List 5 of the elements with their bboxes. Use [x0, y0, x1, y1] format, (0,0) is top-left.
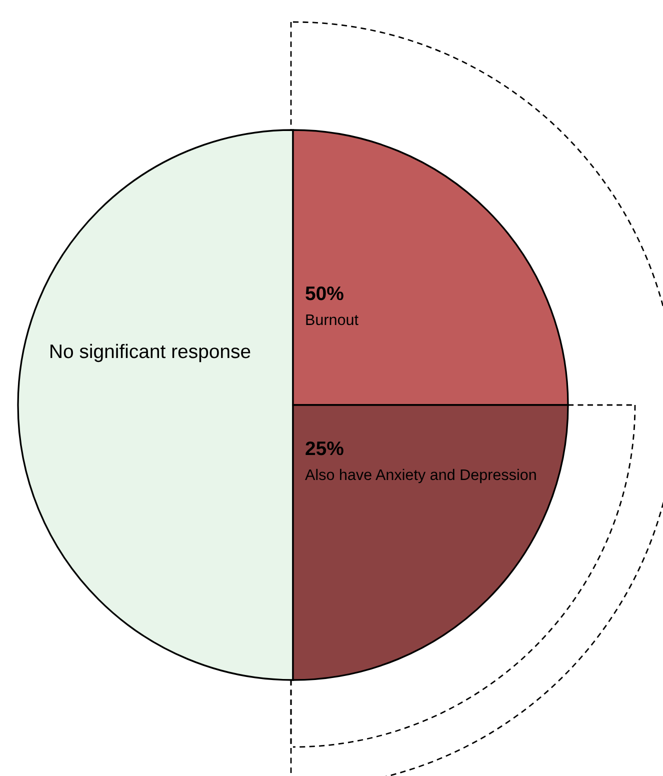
slice-label: Burnout	[306, 314, 358, 326]
text: 50%	[306, 286, 344, 300]
text: 25%	[306, 441, 344, 456]
slice-label: No significant response	[50, 344, 250, 362]
slice-label: Also have Anxiety and Depression	[305, 468, 536, 484]
